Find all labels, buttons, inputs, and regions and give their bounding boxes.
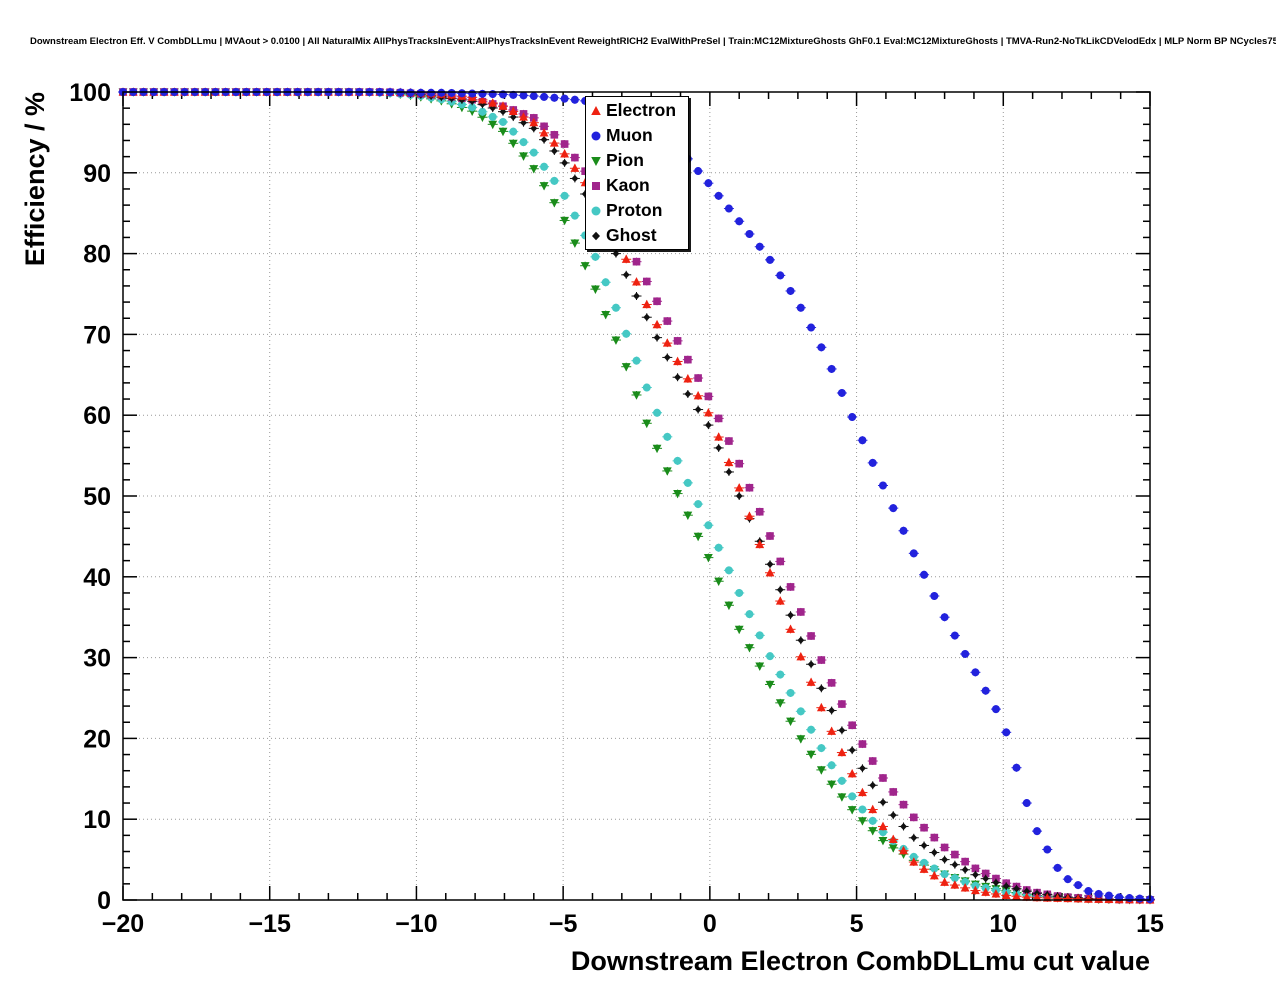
x-axis-title: Downstream Electron CombDLLmu cut value — [571, 946, 1150, 976]
proton-marker-icon — [588, 203, 604, 219]
y-tick-label: 90 — [83, 160, 111, 188]
grid — [123, 92, 1150, 900]
legend-label: Muon — [606, 125, 653, 145]
legend-label: Ghost — [606, 225, 657, 245]
x-tick-label: 15 — [1136, 910, 1164, 938]
y-tick-label: 20 — [83, 725, 111, 753]
legend-entry-proton: Proton — [588, 198, 688, 223]
legend-label: Kaon — [606, 175, 650, 195]
electron-marker-icon — [588, 103, 604, 119]
y-tick-label: 80 — [83, 241, 111, 269]
ghost-marker-icon — [588, 228, 604, 244]
y-axis-title: Efficiency / % — [20, 92, 50, 266]
y-tick-label: 50 — [83, 483, 111, 511]
x-tick-label: 0 — [703, 910, 717, 938]
legend-entry-kaon: Kaon — [588, 173, 688, 198]
x-tick-label: −10 — [395, 910, 437, 938]
x-tick-label: −15 — [249, 910, 292, 938]
legend-entry-pion: Pion — [588, 148, 688, 173]
legend-entry-electron: Electron — [588, 98, 688, 123]
x-tick-label: 5 — [850, 910, 864, 938]
y-tick-label: 30 — [83, 645, 111, 673]
plot-frame — [122, 91, 1151, 901]
y-tick-label: 10 — [83, 806, 111, 834]
muon-marker-icon — [588, 128, 604, 144]
legend: Electron Muon Pion Kaon Proton Ghost — [585, 96, 689, 250]
x-tick-label: 10 — [989, 910, 1017, 938]
y-tick-label: 0 — [97, 887, 111, 915]
legend-entry-ghost: Ghost — [588, 223, 688, 248]
legend-label: Electron — [606, 100, 677, 120]
canvas-title: Downstream Electron Eff. V CombDLLmu | M… — [30, 36, 1276, 47]
legend-entry-muon: Muon — [588, 123, 688, 148]
y-tick-label: 40 — [83, 564, 111, 592]
x-tick-label: −20 — [102, 910, 144, 938]
tick-labels: −20 −15 −10 −5 0 5 10 15 0 10 20 30 40 50 60 70 80 90 100 — [69, 79, 1164, 938]
legend-label: Pion — [606, 150, 644, 170]
pion-marker-icon — [588, 153, 604, 169]
y-tick-label: 70 — [83, 321, 111, 349]
y-tick-label: 60 — [83, 402, 111, 430]
y-tick-label: 100 — [69, 79, 111, 107]
x-tick-label: −5 — [549, 910, 578, 938]
legend-label: Proton — [606, 200, 663, 220]
kaon-marker-icon — [588, 178, 604, 194]
